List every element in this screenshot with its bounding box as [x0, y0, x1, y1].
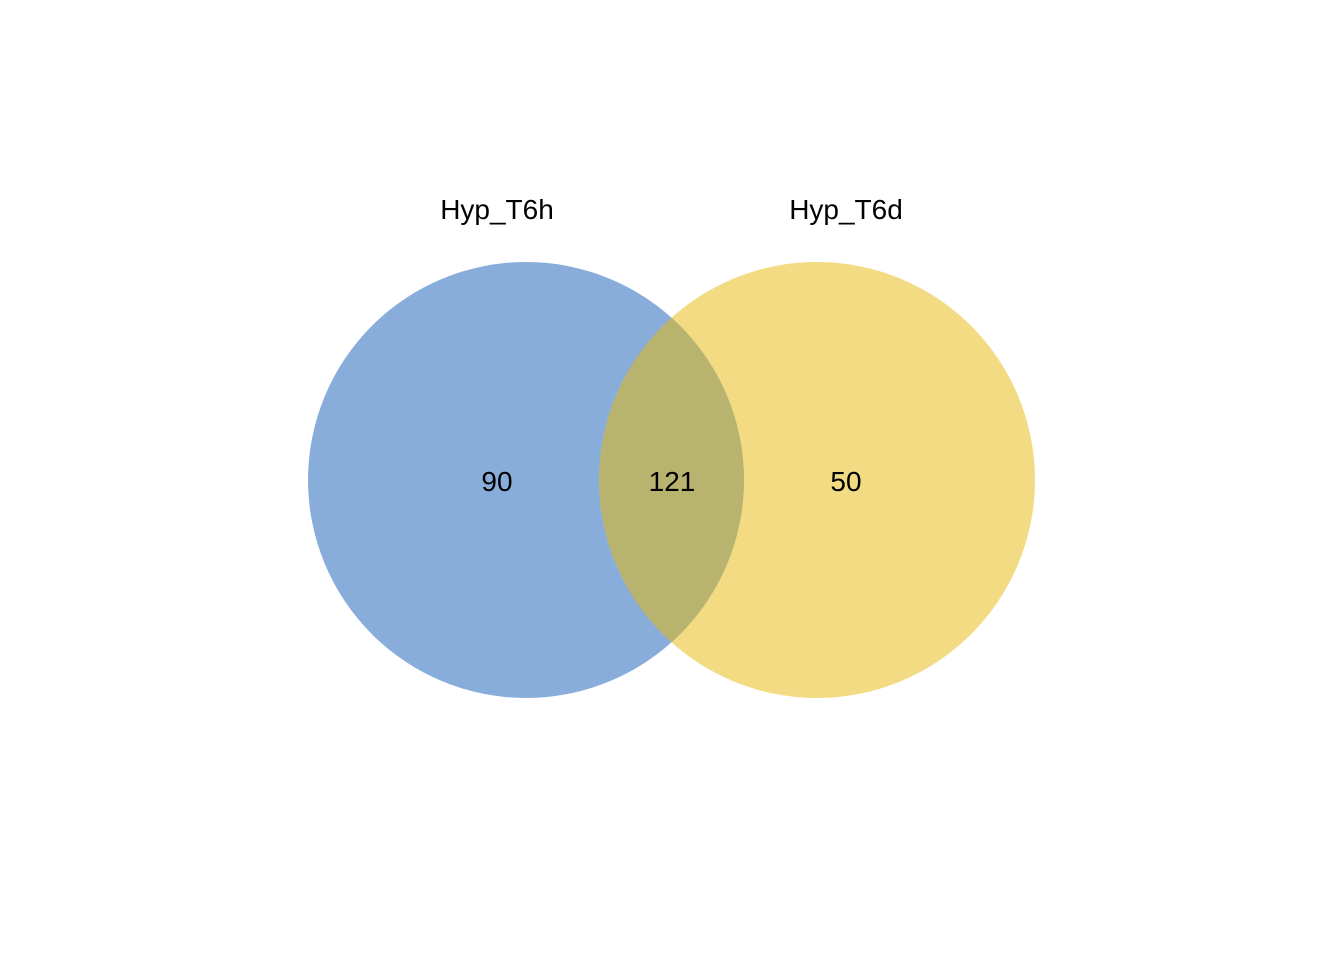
intersection-region [599, 262, 744, 698]
set-label-hyp-t6d: Hyp_T6d [789, 194, 903, 225]
count-intersection: 121 [649, 466, 696, 497]
count-hyp-t6h-only: 90 [481, 466, 512, 497]
set-label-hyp-t6h: Hyp_T6h [440, 194, 554, 225]
count-hyp-t6d-only: 50 [830, 466, 861, 497]
